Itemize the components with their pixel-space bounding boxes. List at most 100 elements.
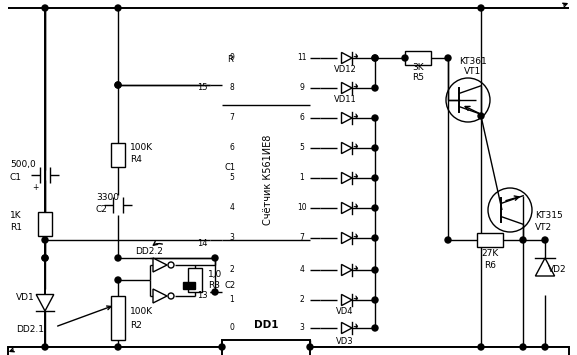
Circle shape (520, 237, 526, 243)
Text: 5: 5 (230, 174, 234, 182)
Text: DD2.1: DD2.1 (16, 326, 44, 334)
Text: 4: 4 (299, 266, 305, 274)
Circle shape (115, 82, 121, 88)
Bar (222, 340, 310, 355)
Circle shape (372, 115, 378, 121)
Text: 7: 7 (299, 234, 305, 242)
Circle shape (115, 344, 121, 350)
Circle shape (372, 145, 378, 151)
Bar (188, 268, 202, 292)
Polygon shape (342, 142, 352, 154)
Text: R6: R6 (484, 261, 496, 269)
Circle shape (42, 237, 48, 243)
Circle shape (478, 5, 484, 11)
Circle shape (168, 262, 174, 268)
Text: 15: 15 (197, 83, 207, 93)
Polygon shape (342, 53, 352, 64)
Text: VD11: VD11 (334, 95, 357, 104)
Text: R1: R1 (10, 224, 22, 233)
Text: VT2: VT2 (535, 224, 552, 233)
Circle shape (168, 293, 174, 299)
Text: 3: 3 (299, 323, 305, 333)
Circle shape (520, 344, 526, 350)
Circle shape (478, 113, 484, 119)
Circle shape (372, 297, 378, 303)
Text: C2: C2 (96, 206, 108, 214)
Circle shape (212, 255, 218, 261)
Text: 11: 11 (297, 54, 307, 62)
Polygon shape (535, 258, 554, 276)
Polygon shape (342, 233, 352, 244)
Circle shape (445, 55, 451, 61)
Text: R5: R5 (412, 73, 424, 82)
Text: 5: 5 (299, 143, 305, 153)
Polygon shape (153, 289, 167, 303)
Polygon shape (342, 264, 352, 275)
Text: 2: 2 (230, 266, 234, 274)
Circle shape (478, 344, 484, 350)
Text: 3: 3 (230, 234, 234, 242)
Text: +: + (32, 182, 38, 191)
Text: VD2: VD2 (548, 266, 566, 274)
Polygon shape (342, 113, 352, 124)
Bar (477, 233, 503, 247)
Text: 0: 0 (230, 323, 234, 333)
Circle shape (542, 344, 548, 350)
Text: 27K: 27K (481, 250, 499, 258)
Circle shape (212, 289, 218, 295)
Circle shape (115, 255, 121, 261)
Text: VD3: VD3 (336, 338, 354, 346)
Circle shape (115, 82, 121, 88)
Circle shape (42, 255, 48, 261)
Text: 14: 14 (197, 239, 207, 247)
Circle shape (372, 175, 378, 181)
Circle shape (307, 344, 313, 350)
Circle shape (445, 237, 451, 243)
Circle shape (372, 85, 378, 91)
Text: C1: C1 (224, 164, 235, 173)
Text: 10: 10 (297, 203, 307, 213)
Text: 7: 7 (230, 114, 234, 122)
Text: 4: 4 (230, 203, 234, 213)
Text: 2: 2 (299, 295, 305, 305)
Circle shape (402, 55, 408, 61)
Bar (183, 282, 195, 289)
Circle shape (115, 5, 121, 11)
Text: KT315: KT315 (535, 212, 563, 220)
Text: 1: 1 (230, 295, 234, 305)
Text: 9: 9 (230, 54, 234, 62)
Circle shape (219, 344, 225, 350)
Text: R: R (227, 55, 233, 65)
Bar (405, 51, 431, 65)
Circle shape (542, 237, 548, 243)
Polygon shape (153, 258, 167, 272)
Circle shape (372, 205, 378, 211)
Text: 500,0: 500,0 (10, 160, 36, 169)
Text: R4: R4 (130, 155, 142, 164)
Bar (38, 212, 52, 236)
Circle shape (42, 5, 48, 11)
Text: KT361: KT361 (459, 58, 487, 66)
Polygon shape (342, 173, 352, 184)
Circle shape (115, 277, 121, 283)
Circle shape (372, 267, 378, 273)
Text: 100K: 100K (130, 307, 153, 317)
Polygon shape (342, 294, 352, 306)
Circle shape (42, 344, 48, 350)
Text: 13: 13 (197, 290, 207, 300)
Bar (111, 296, 125, 340)
Polygon shape (342, 202, 352, 214)
Circle shape (372, 55, 378, 61)
Polygon shape (342, 82, 352, 94)
Text: VD12: VD12 (334, 66, 357, 75)
Text: VT1: VT1 (464, 67, 482, 76)
Text: R3: R3 (208, 282, 220, 290)
Text: Счётчик К561ИЕ8: Счётчик К561ИЕ8 (263, 135, 273, 225)
Text: 9: 9 (299, 83, 305, 93)
Circle shape (42, 255, 48, 261)
Polygon shape (36, 295, 54, 311)
Text: 6: 6 (299, 114, 305, 122)
Circle shape (372, 235, 378, 241)
Text: 3300: 3300 (96, 193, 119, 202)
Circle shape (372, 325, 378, 331)
